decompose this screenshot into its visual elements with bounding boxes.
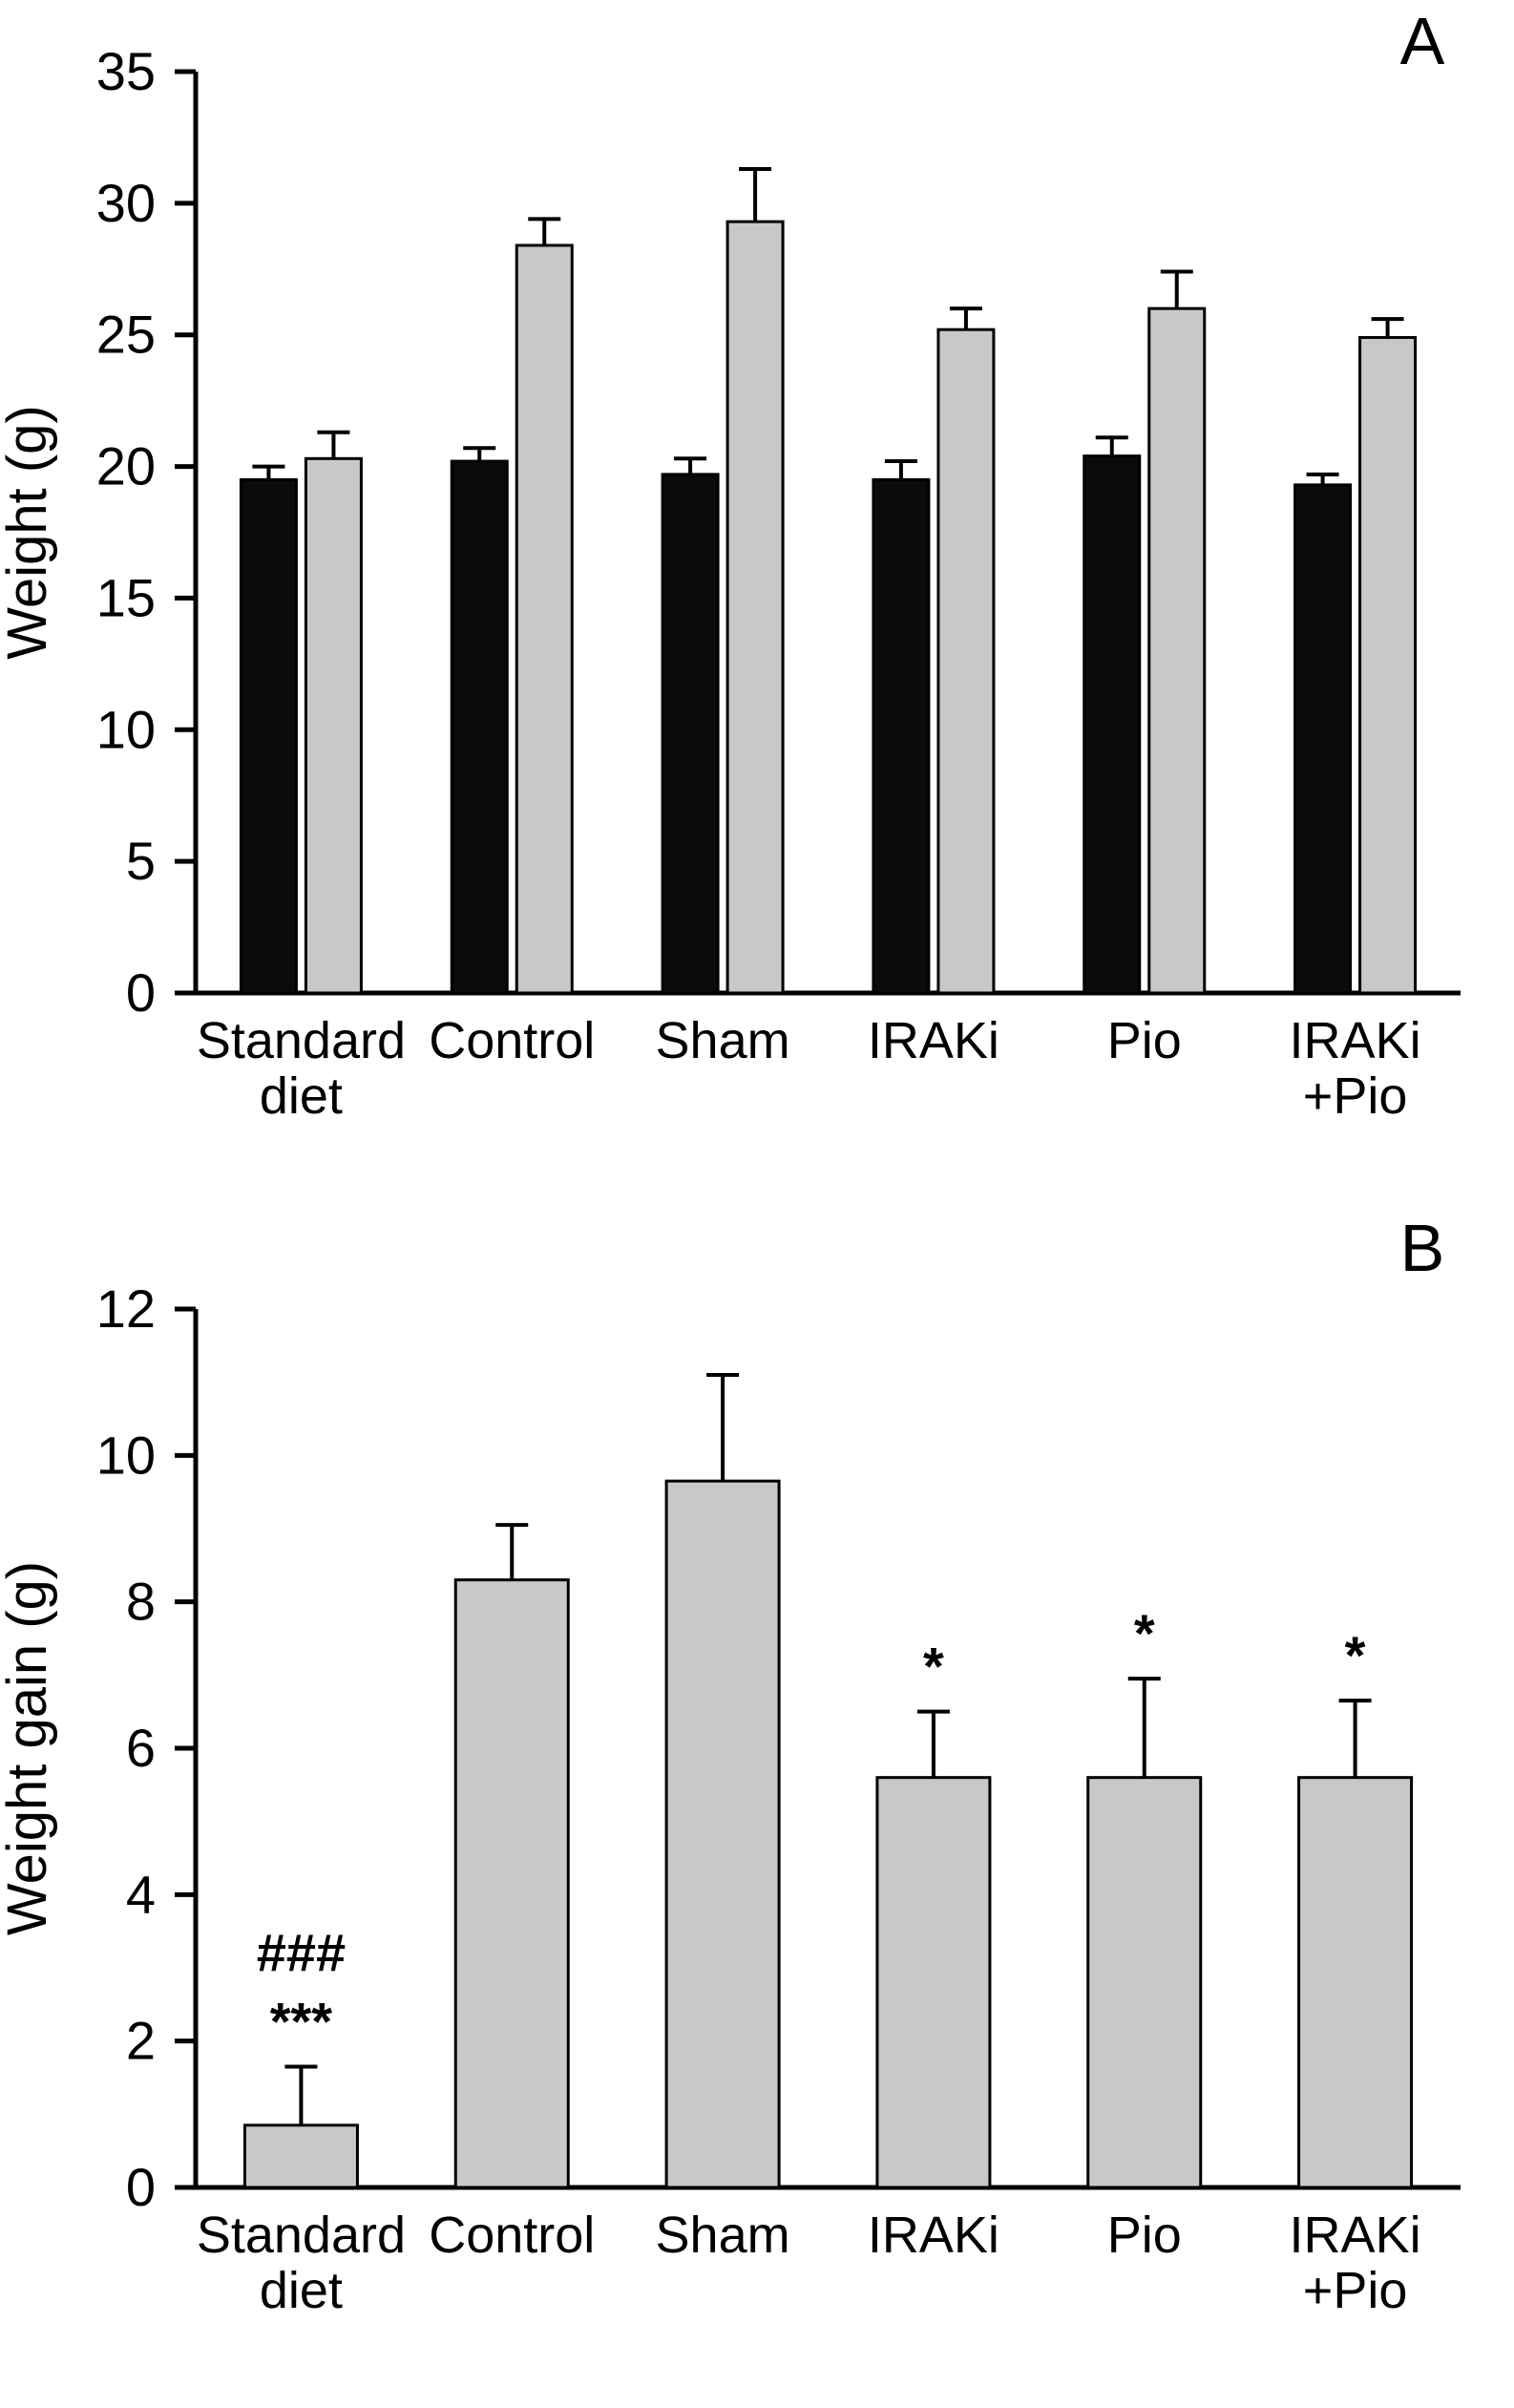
y-tick-label: 0	[126, 962, 156, 1023]
bar	[664, 1479, 781, 2189]
bar	[1358, 335, 1418, 995]
bar	[242, 2123, 359, 2189]
bar	[1293, 483, 1353, 995]
x-category-label: IRAKi	[1290, 2207, 1421, 2264]
x-category-label: Control	[429, 2207, 595, 2264]
y-tick-label: 8	[126, 1572, 156, 1632]
x-category-label: Standard	[197, 2207, 406, 2264]
panel-a-label: A	[1399, 4, 1445, 78]
y-tick-label: 2	[126, 2011, 156, 2071]
x-category-label: Pio	[1107, 1012, 1182, 1069]
bar	[1086, 1776, 1203, 2189]
x-category-label: +Pio	[1303, 1067, 1408, 1125]
bar	[872, 477, 931, 995]
bar	[304, 456, 363, 995]
significance-annotation: ***	[270, 1992, 333, 2052]
y-tick-label: 10	[96, 1425, 156, 1485]
bar	[1297, 1776, 1414, 2189]
x-category-label: diet	[260, 1067, 343, 1125]
y-tick-label: 10	[96, 699, 156, 759]
y-tick-label: 15	[96, 567, 156, 627]
y-tick-label: 25	[96, 305, 156, 365]
x-category-label: Sham	[656, 2207, 790, 2264]
bar	[1147, 306, 1207, 995]
y-tick-label: 20	[96, 436, 156, 496]
significance-annotation: *	[1134, 1603, 1155, 1663]
x-category-label: IRAKi	[1290, 1012, 1421, 1069]
x-category-label: IRAKi	[868, 1012, 999, 1069]
y-tick-label: 35	[96, 41, 156, 101]
y-tick-label: 5	[126, 831, 156, 891]
significance-annotation: ###	[257, 1923, 346, 1983]
bar	[725, 220, 785, 995]
y-tick-label: 30	[96, 173, 156, 233]
bar	[936, 327, 996, 995]
bar	[515, 243, 574, 995]
x-category-label: Standard	[197, 1012, 406, 1069]
x-category-label: IRAKi	[868, 2207, 999, 2264]
x-category-label: +Pio	[1303, 2262, 1408, 2319]
y-axis-title: Weight gain (g)	[0, 1561, 58, 1935]
x-category-label: Pio	[1107, 2207, 1182, 2264]
significance-annotation: *	[1345, 1625, 1366, 1685]
panel-b-label: B	[1399, 1211, 1445, 1285]
significance-annotation: *	[923, 1637, 944, 1697]
bar	[661, 473, 720, 995]
y-tick-label: 6	[126, 1718, 156, 1778]
x-category-label: diet	[260, 2262, 343, 2319]
y-tick-label: 12	[96, 1278, 156, 1339]
bar	[1083, 454, 1142, 995]
bar	[239, 477, 298, 995]
bar	[875, 1776, 992, 2189]
bar	[453, 1578, 570, 2189]
bar	[450, 459, 509, 995]
x-category-label: Sham	[656, 1012, 790, 1069]
y-tick-label: 4	[126, 1864, 156, 1924]
y-axis-title: Weight (g)	[0, 405, 58, 659]
y-tick-label: 0	[126, 2157, 156, 2217]
x-category-label: Control	[429, 1012, 595, 1069]
